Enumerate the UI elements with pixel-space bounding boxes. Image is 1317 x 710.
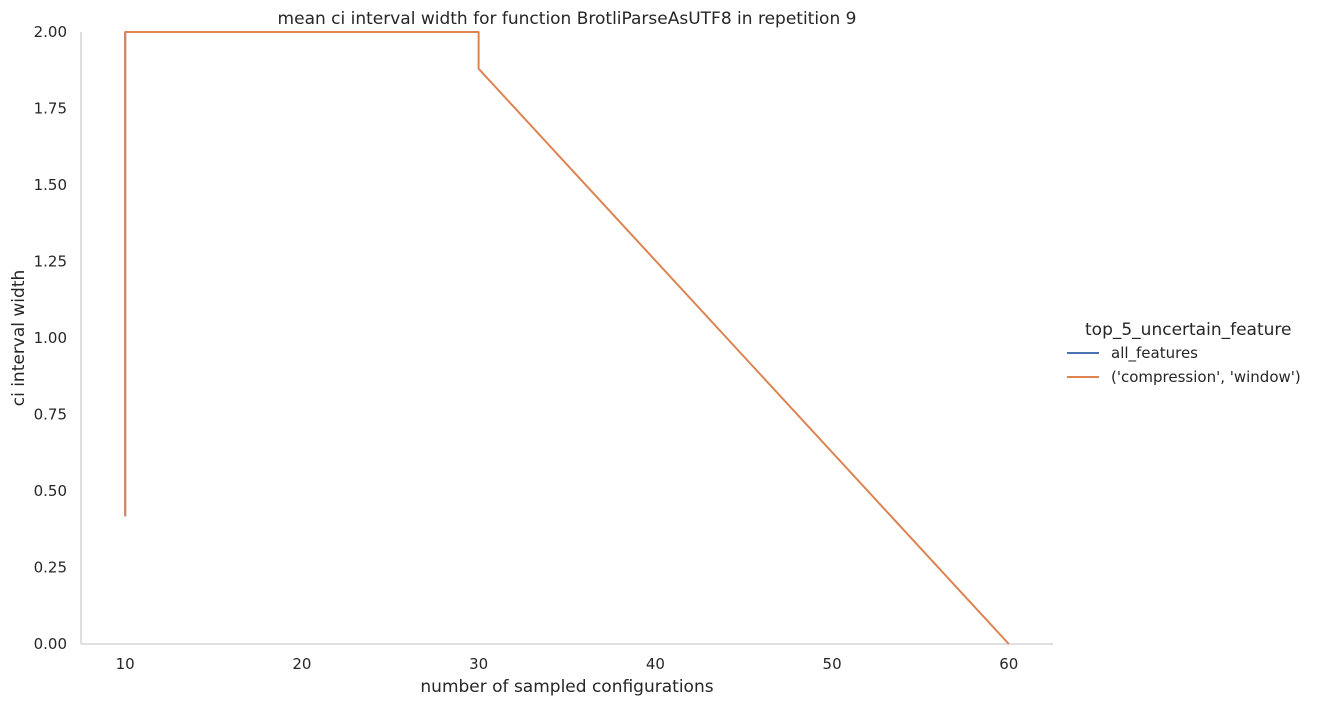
y-tick-label: 1.75 — [34, 100, 67, 118]
y-tick-label: 2.00 — [34, 23, 67, 41]
x-tick-label: 60 — [999, 655, 1018, 673]
legend-title: top_5_uncertain_feature — [1085, 320, 1291, 340]
legend-items: all_features ('compression', 'window') — [1067, 344, 1301, 386]
x-axis-label: number of sampled configurations — [420, 677, 713, 697]
y-tick-label: 1.50 — [34, 176, 67, 194]
y-axis-label: ci interval width — [9, 270, 29, 407]
x-tick-label: 20 — [292, 655, 311, 673]
legend-label: all_features — [1111, 344, 1198, 363]
legend-label: ('compression', 'window') — [1111, 368, 1301, 386]
x-tick-label: 30 — [469, 655, 488, 673]
y-tick-label: 0.25 — [34, 559, 67, 577]
x-tick-label: 40 — [646, 655, 665, 673]
legend: top_5_uncertain_feature all_features ('co… — [1067, 320, 1301, 386]
plot-area: 10 20 30 40 50 60 0.00 0.25 0.50 0.75 1.00 1.25 1.5… — [34, 23, 1053, 673]
x-tick-label: 50 — [823, 655, 842, 673]
x-tick-label: 10 — [116, 655, 135, 673]
chart-title: mean ci interval width for function Brot… — [278, 9, 857, 29]
y-tick-label: 1.25 — [34, 253, 67, 271]
series-layer — [124, 31, 1010, 645]
y-tick-label: 1.00 — [34, 329, 67, 347]
y-tick-label: 0.75 — [34, 406, 67, 424]
y-tick-label: 0.00 — [34, 635, 67, 653]
y-tick-label: 0.50 — [34, 482, 67, 500]
x-ticks: 10 20 30 40 50 60 — [116, 655, 1019, 673]
series-line — [124, 31, 1010, 645]
y-ticks: 0.00 0.25 0.50 0.75 1.00 1.25 1.50 1.75 2.00 — [34, 23, 67, 653]
